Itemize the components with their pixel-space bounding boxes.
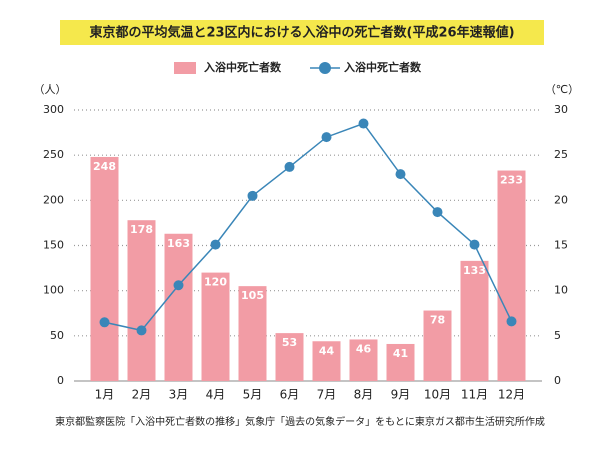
bar-value-label: 233 (500, 174, 523, 187)
bar-value-label: 53 (282, 336, 297, 349)
y2-tick-label: 10 (554, 284, 568, 297)
bar (275, 333, 304, 381)
line-point (210, 239, 221, 250)
y2-axis-label: （℃） (545, 83, 579, 96)
line-point (136, 325, 147, 336)
y2-tick-label: 25 (554, 148, 568, 161)
x-tick-label: 4月 (206, 388, 226, 402)
bar (201, 272, 230, 381)
x-tick-label: 12月 (498, 388, 525, 402)
bar (460, 260, 489, 381)
bar-value-label: 178 (130, 223, 153, 236)
y-tick-label: 50 (50, 329, 64, 342)
chart-title: 東京都の平均気温と23区内における入浴中の死亡者数(平成26年速報値) (89, 25, 514, 41)
y-tick-label: 300 (43, 103, 64, 116)
y-tick-label: 0 (57, 374, 64, 387)
y-tick-label: 100 (43, 284, 64, 297)
line-point (247, 190, 258, 201)
bar-value-label: 120 (204, 276, 227, 289)
line-point (99, 317, 110, 328)
line-point (506, 316, 517, 327)
line-point (284, 161, 295, 172)
line-point (395, 169, 406, 180)
y-axis-label: （人） (34, 83, 67, 96)
legend-swatch (319, 62, 331, 74)
y2-tick-label: 30 (554, 103, 568, 116)
bar-value-label: 105 (241, 289, 264, 302)
legend-label: 入浴中死亡者数 (344, 60, 422, 74)
x-tick-label: 9月 (391, 388, 411, 402)
line (104, 122, 513, 332)
y2-tick-label: 0 (554, 374, 561, 387)
bar-value-label: 78 (430, 314, 445, 327)
bar (497, 170, 526, 381)
y-tick-label: 200 (43, 193, 64, 206)
x-tick-label: 11月 (461, 388, 488, 402)
line-point (469, 239, 480, 250)
bar-value-label: 248 (93, 160, 116, 173)
x-tick-label: 2月 (132, 388, 152, 402)
x-tick-label: 7月 (317, 388, 337, 402)
x-tick-label: 5月 (243, 388, 263, 402)
y-tick-label: 150 (43, 239, 64, 252)
bar-value-label: 133 (463, 264, 486, 277)
line-point (173, 280, 184, 291)
bar-value-label: 46 (356, 342, 372, 355)
x-tick-label: 6月 (280, 388, 300, 402)
bar-value-label: 44 (319, 344, 335, 357)
y2-tick-label: 5 (554, 329, 561, 342)
bar (127, 220, 156, 381)
bar (238, 286, 267, 381)
bar (312, 341, 341, 381)
x-tick-label: 8月 (354, 388, 374, 402)
legend-label: 入浴中死亡者数 (204, 60, 282, 74)
bar-value-label: 41 (393, 347, 408, 360)
bar (90, 156, 119, 381)
source-note: 東京都監察医院「入浴中死亡者数の推移」気象庁「過去の気象データ」をもとに東京ガス… (55, 415, 545, 428)
x-tick-label: 10月 (424, 388, 451, 402)
x-tick-label: 3月 (169, 388, 189, 402)
y-tick-label: 250 (43, 148, 64, 161)
title-background (60, 20, 544, 45)
bar (349, 339, 378, 381)
y2-tick-label: 20 (554, 193, 568, 206)
y2-tick-label: 15 (554, 239, 568, 252)
bar-value-label: 163 (167, 237, 190, 250)
bar (423, 310, 452, 381)
bar (164, 233, 193, 381)
legend-swatch (174, 62, 196, 74)
x-tick-label: 1月 (95, 388, 115, 402)
line-point (358, 118, 369, 129)
line-point (432, 207, 443, 218)
bar (386, 343, 415, 381)
line-point (321, 132, 332, 143)
